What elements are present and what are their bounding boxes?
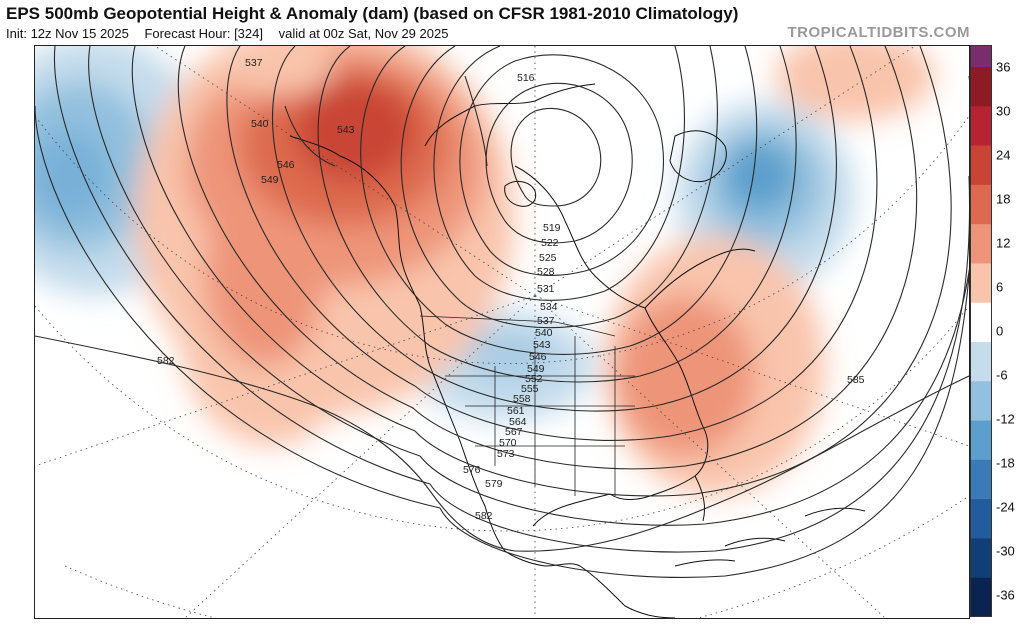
colorbar xyxy=(970,45,992,618)
map-panel: 537 540 543 546 549 516 519 522 525 528 … xyxy=(34,45,970,619)
colorbar-label: 6 xyxy=(996,279,1004,295)
height-contours xyxy=(35,46,969,578)
colorbar-swatch xyxy=(970,381,992,422)
contour-label: 519 xyxy=(543,222,561,234)
contour-label: 567 xyxy=(505,426,523,438)
map-canvas: 537 540 543 546 549 516 519 522 525 528 … xyxy=(35,46,969,618)
colorbar-swatch xyxy=(970,145,992,186)
colorbar-label: -24 xyxy=(996,499,1015,515)
colorbar-label: 18 xyxy=(996,191,1011,207)
valid-time: valid at 00z Sat, Nov 29 2025 xyxy=(278,26,449,41)
colorbar-label: -6 xyxy=(996,367,1008,383)
colorbar-swatch xyxy=(970,302,992,343)
contour-label: 564 xyxy=(509,416,527,428)
contour-label: 549 xyxy=(527,363,545,375)
colorbar-swatch xyxy=(970,106,992,147)
colorbar-label: -30 xyxy=(996,543,1015,559)
contour-label: 516 xyxy=(517,72,535,84)
contour-label: 555 xyxy=(521,383,539,395)
colorbar-border xyxy=(970,45,992,617)
contour-label: 576 xyxy=(463,464,481,476)
map-title: EPS 500mb Geopotential Height & Anomaly … xyxy=(6,4,739,23)
contour-label: 543 xyxy=(533,339,551,351)
contour-label: 540 xyxy=(251,118,269,130)
contour-label: 552 xyxy=(525,373,543,385)
colorbar-swatch xyxy=(970,499,992,539)
contour-label: 522 xyxy=(541,237,559,249)
contour-label: 525 xyxy=(539,252,557,264)
forecast-hour: Forecast Hour: [324] xyxy=(144,26,263,41)
colorbar-swatch xyxy=(970,420,992,461)
colorbar-label: 0 xyxy=(996,323,1004,339)
colorbar-swatch xyxy=(970,224,992,264)
contour-label: 537 xyxy=(245,57,263,69)
colorbar-swatch xyxy=(970,45,992,68)
contour-label: 540 xyxy=(535,327,553,339)
init-time: Init: 12z Nov 15 2025 xyxy=(6,26,129,41)
colorbar-label: 30 xyxy=(996,103,1011,119)
contour-label: 528 xyxy=(537,266,555,278)
colorbar-swatch xyxy=(970,263,992,304)
colorbar-label: 12 xyxy=(996,235,1011,251)
contour-label: 570 xyxy=(499,437,517,449)
contour-label: 534 xyxy=(540,301,558,313)
contour-label: 573 xyxy=(497,448,515,460)
contour-label: 561 xyxy=(507,405,525,417)
contour-label: 579 xyxy=(485,478,503,490)
map-subtitle: Init: 12z Nov 15 2025 Forecast Hour: [32… xyxy=(6,26,460,41)
contour-label: 537 xyxy=(537,315,555,327)
colorbar-swatch xyxy=(970,459,992,500)
contour-label: 546 xyxy=(529,351,547,363)
colorbar-swatches xyxy=(970,45,992,618)
contour-label: 546 xyxy=(277,159,295,171)
contour-label: 549 xyxy=(261,174,279,186)
colorbar-label: 24 xyxy=(996,147,1011,163)
contour-label: 531 xyxy=(537,283,555,295)
colorbar-label: -36 xyxy=(996,587,1015,603)
colorbar-swatch xyxy=(970,342,992,382)
colorbar-swatch xyxy=(970,538,992,579)
contour-label: 558 xyxy=(513,393,531,405)
colorbar-swatch xyxy=(970,577,992,618)
brand-watermark: TROPICALTIDBITS.COM xyxy=(787,24,970,41)
graticule xyxy=(35,46,969,618)
contour-label: 585 xyxy=(847,374,865,386)
contour-label: 543 xyxy=(337,124,355,136)
colorbar-labels: 36 30 24 18 12 6 0 -6 -12 -18 -24 -30 -3… xyxy=(996,45,1022,617)
colorbar-label: 36 xyxy=(996,59,1011,75)
colorbar-swatch xyxy=(970,67,992,107)
colorbar-swatch xyxy=(970,184,992,225)
colorbar-label: -18 xyxy=(996,455,1015,471)
contour-label: 582 xyxy=(475,510,493,522)
contour-label: 582 xyxy=(157,355,175,367)
contour-labels: 537 540 543 546 549 516 519 522 525 528 … xyxy=(157,57,865,522)
colorbar-label: -12 xyxy=(996,411,1015,427)
